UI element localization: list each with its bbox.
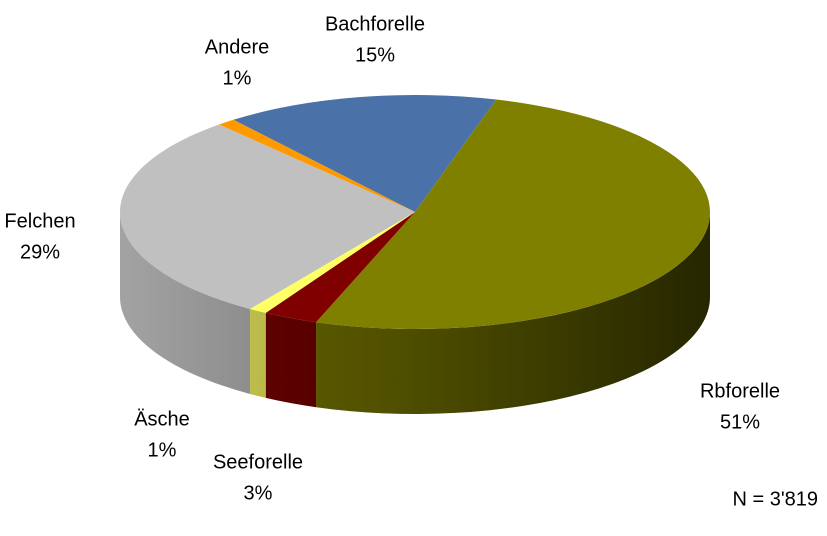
annotation: N = 3'819 [732,488,818,510]
slice [265,212,415,323]
value-label: 3% [244,482,273,504]
slice-side [265,312,317,408]
slice [316,99,710,329]
value-label: 1% [148,439,177,461]
slice-label: Bachforelle [325,13,425,35]
slice [219,119,415,212]
slice [119,124,415,309]
slice-label: Felchen [4,210,75,232]
slice-label: Seeforelle [213,451,303,473]
slice-label: Äsche [134,408,190,430]
slice-side [120,212,251,394]
value-label: 1% [223,67,252,89]
slice-side [316,212,710,415]
value-label: 51% [720,411,760,433]
slice-label: Andere [205,36,270,58]
slice [250,212,415,313]
slice [233,95,497,212]
value-label: 29% [20,241,60,263]
value-label: 15% [355,44,395,66]
slice-side [250,308,266,398]
slice-label: Rbforelle [700,380,780,402]
